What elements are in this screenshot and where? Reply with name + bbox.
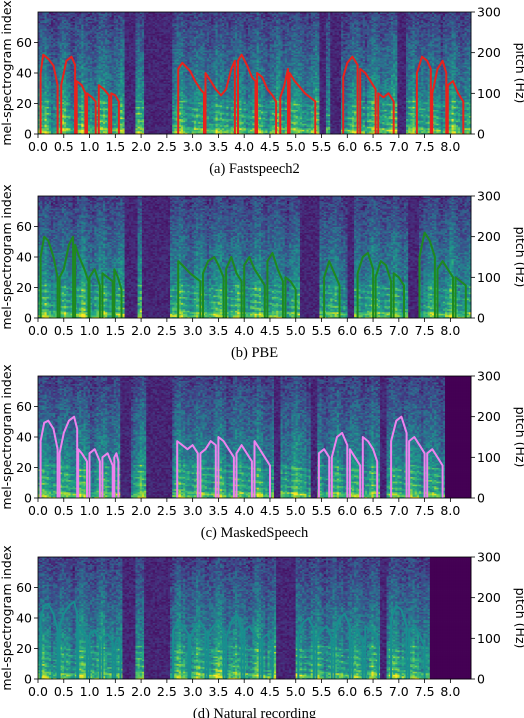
- panel-1: [34, 12, 475, 138]
